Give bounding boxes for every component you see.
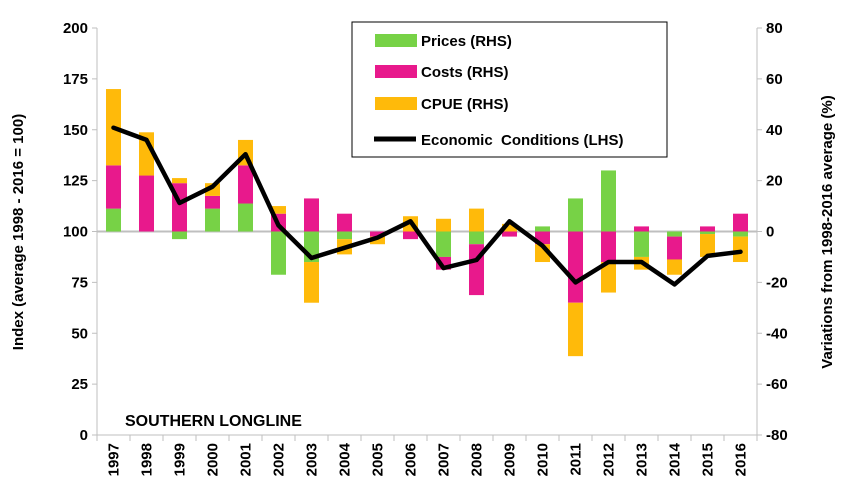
legend: Prices (RHS) Costs (RHS) CPUE (RHS) Econ… (351, 21, 668, 158)
bar-cpue-2007 (436, 218, 451, 232)
axes-layer (92, 27, 762, 441)
bar-costs-1998 (139, 175, 154, 232)
bar-prices-2010 (535, 226, 550, 232)
y-right-tick-label: 40 (766, 122, 783, 139)
x-tick-label-2013: 2013 (634, 443, 651, 476)
bar-prices-2016 (733, 231, 748, 237)
x-tick-label-2009: 2009 (502, 443, 519, 476)
y-left-tick-label: 200 (63, 20, 88, 37)
economic-conditions-line-layer (111, 125, 743, 287)
y-right-tick-label: -60 (766, 376, 788, 393)
bar-costs-2013 (634, 226, 649, 232)
bar-costs-2016 (733, 213, 748, 232)
bar-costs-2003 (304, 198, 319, 232)
y-left-tick-label: 0 (80, 427, 88, 444)
bar-costs-2001 (238, 165, 253, 204)
bar-costs-2006 (403, 231, 418, 240)
bar-cpue-2012 (601, 262, 616, 293)
bar-costs-2015 (700, 226, 715, 232)
bar-prices-2002 (271, 231, 286, 275)
x-tick-label-2016: 2016 (733, 443, 750, 476)
x-tick-label-1998: 1998 (139, 443, 156, 476)
y-right-tick-label: -40 (766, 325, 788, 342)
bar-prices-2014 (667, 231, 682, 237)
bar-costs-2000 (205, 195, 220, 209)
bar-cpue-2008 (469, 208, 484, 232)
y-axis-left-title: Index (average 1998 - 2016 = 100) (10, 114, 27, 350)
legend-swatch-costs (375, 65, 417, 78)
bar-cpue-2002 (271, 206, 286, 214)
x-tick-label-2005: 2005 (370, 443, 387, 476)
x-tick-label-2011: 2011 (568, 443, 585, 476)
legend-label-costs: Costs (RHS) (421, 64, 509, 81)
tick-labels-layer: 0 25 50 75 100 125 150 175 200 -80 -60 -40 -20 0 20 40 6… (63, 20, 788, 476)
legend-label-cpue: CPUE (RHS) (421, 96, 509, 113)
bar-prices-2000 (205, 208, 220, 232)
bar-prices-2008 (469, 231, 484, 245)
bar-cpue-2003 (304, 262, 319, 303)
bar-prices-2012 (601, 170, 616, 232)
bar-cpue-1999 (172, 178, 187, 184)
y-right-tick-label: -80 (766, 427, 788, 444)
bar-costs-2004 (337, 213, 352, 232)
x-tick-label-2002: 2002 (271, 443, 288, 476)
y-left-tick-label: 75 (71, 274, 88, 291)
x-tick-label-2008: 2008 (469, 443, 486, 476)
chart-annotation: SOUTHERN LONGLINE (125, 413, 302, 430)
y-right-tick-label: 60 (766, 71, 783, 88)
y-left-tick-label: 50 (71, 325, 88, 342)
y-right-tick-label: -20 (766, 274, 788, 291)
legend-swatch-cpue (375, 97, 417, 110)
x-tick-label-2003: 2003 (304, 443, 321, 476)
x-tick-label-2004: 2004 (337, 442, 354, 476)
economic-conditions-line (111, 125, 743, 287)
x-tick-label-2014: 2014 (667, 442, 684, 476)
y-left-tick-label: 25 (71, 376, 88, 393)
bar-cpue-2014 (667, 259, 682, 275)
bar-costs-2014 (667, 236, 682, 260)
bar-costs-2009 (502, 231, 517, 237)
bar-cpue-2016 (733, 236, 748, 263)
x-tick-label-2015: 2015 (700, 443, 717, 476)
legend-label-economic-conditions: Economic Conditions (LHS) (421, 132, 624, 149)
y-left-tick-label: 100 (63, 224, 88, 241)
bar-cpue-2009 (502, 223, 517, 232)
bar-costs-2005 (370, 231, 385, 237)
bar-costs-2011 (568, 231, 583, 303)
bar-prices-2001 (238, 203, 253, 232)
legend-label-prices: Prices (RHS) (421, 33, 512, 50)
bar-prices-2013 (634, 231, 649, 257)
x-tick-label-2012: 2012 (601, 443, 618, 476)
legend-swatch-prices (375, 34, 417, 47)
bar-costs-2012 (601, 231, 616, 263)
bar-prices-2015 (700, 231, 715, 235)
bar-cpue-2015 (700, 234, 715, 257)
x-tick-label-1999: 1999 (172, 443, 189, 476)
bar-cpue-2011 (568, 302, 583, 357)
bar-prices-2007 (436, 231, 451, 257)
x-tick-label-2006: 2006 (403, 443, 420, 476)
y-left-tick-label: 175 (63, 71, 88, 88)
bar-prices-1997 (106, 208, 121, 232)
y-right-tick-label: 0 (766, 224, 774, 241)
y-right-tick-label: 80 (766, 20, 783, 37)
x-tick-label-2001: 2001 (238, 443, 255, 476)
y-axis-right-title: Variations from 1998-2016 average (%) (819, 95, 836, 368)
x-tick-label-2000: 2000 (205, 443, 222, 476)
bar-prices-2011 (568, 198, 583, 232)
bar-costs-1997 (106, 165, 121, 209)
x-tick-label-1997: 1997 (106, 443, 123, 476)
y-left-tick-label: 150 (63, 122, 88, 139)
bar-prices-1999 (172, 231, 187, 240)
y-right-tick-label: 20 (766, 173, 783, 190)
x-tick-label-2010: 2010 (535, 443, 552, 476)
bar-cpue-2005 (370, 236, 385, 245)
bar-prices-2004 (337, 231, 352, 240)
x-tick-label-2007: 2007 (436, 443, 453, 476)
y-left-tick-label: 125 (63, 173, 88, 190)
